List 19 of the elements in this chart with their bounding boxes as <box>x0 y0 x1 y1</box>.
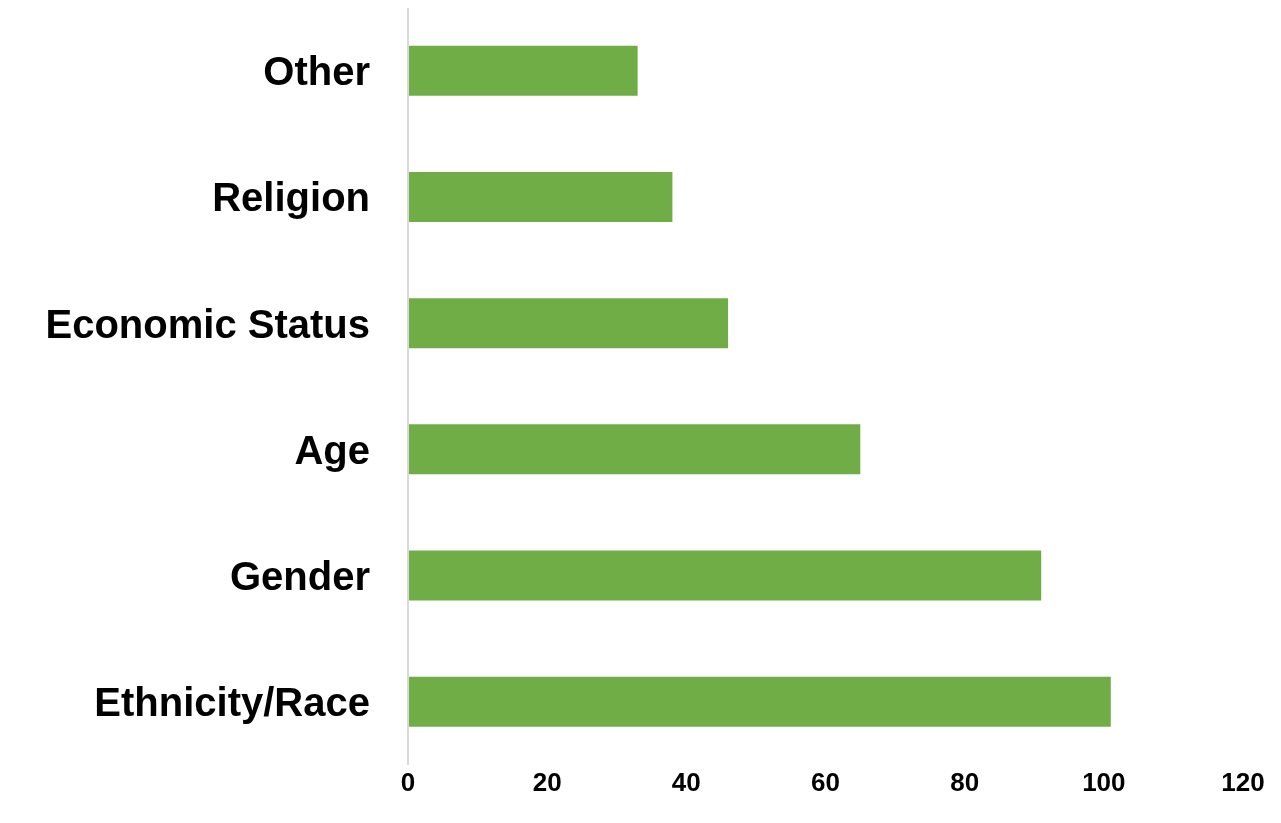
x-tick-label: 80 <box>950 767 980 798</box>
y-tick-label: Economic Status <box>45 301 370 346</box>
x-tick-label: 0 <box>400 767 416 798</box>
x-tick-label: 120 <box>1221 767 1265 798</box>
y-tick-label: Ethnicity/Race <box>94 680 370 725</box>
x-tick-label: 60 <box>811 767 840 798</box>
y-tick-label: Gender <box>229 553 370 598</box>
x-tick-label: 40 <box>671 767 701 798</box>
bar <box>408 676 1111 727</box>
bar <box>408 298 729 349</box>
y-tick-label: Age <box>294 427 370 472</box>
y-tick-label: Other <box>263 49 370 94</box>
y-tick-label: Religion <box>212 175 370 220</box>
bar <box>408 45 638 96</box>
bar <box>408 172 673 223</box>
x-tick-label: 20 <box>532 767 562 798</box>
x-tick-label: 100 <box>1082 767 1126 798</box>
bar <box>408 550 1042 601</box>
bar <box>408 424 861 475</box>
